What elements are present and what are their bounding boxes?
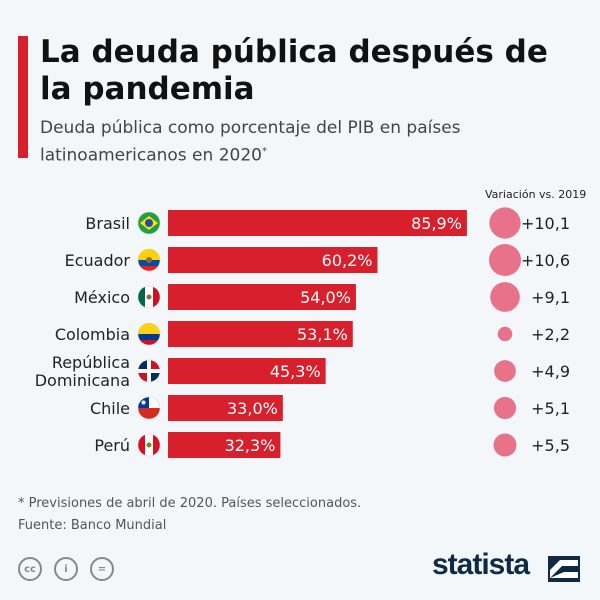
colombia-flag-icon bbox=[137, 322, 161, 346]
accent-bar bbox=[18, 36, 28, 158]
source: Fuente: Banco Mundial bbox=[18, 518, 167, 533]
flag-part bbox=[138, 323, 160, 334]
mexico-flag-icon bbox=[137, 285, 161, 309]
flag-part bbox=[138, 249, 160, 260]
category-label: Colombia bbox=[55, 325, 130, 344]
dominican-republic-flag-icon bbox=[137, 359, 161, 383]
bar-value-label: 60,2% bbox=[322, 251, 373, 270]
brazil-flag-icon bbox=[137, 211, 161, 235]
flag-part bbox=[138, 371, 149, 382]
bar bbox=[168, 284, 356, 310]
category-label: Brasil bbox=[85, 214, 130, 233]
statista-logo[interactable]: statista bbox=[432, 548, 530, 581]
subtitle-text: Deuda pública como porcentaje del PIB en… bbox=[40, 118, 461, 166]
bar-value-label: 33,0% bbox=[227, 399, 278, 418]
chart-title: La deuda pública después de la pandemia bbox=[40, 34, 548, 107]
flag-part bbox=[138, 334, 160, 340]
flag-part bbox=[149, 371, 160, 382]
flag-part bbox=[138, 286, 145, 308]
flag-part bbox=[138, 408, 160, 419]
variation-label: +9,1 bbox=[531, 288, 570, 307]
bar-value-label: 85,9% bbox=[411, 214, 462, 233]
cc-nd-icon[interactable]: = bbox=[90, 557, 114, 581]
category-label: Perú bbox=[94, 436, 130, 455]
flag-part bbox=[138, 266, 160, 271]
variation-bubble bbox=[489, 207, 521, 239]
category-label: Ecuador bbox=[65, 251, 131, 270]
chart-subtitle: Deuda pública como porcentaje del PIB en… bbox=[40, 117, 580, 168]
variation-label: +4,9 bbox=[531, 362, 570, 381]
flag-part bbox=[138, 340, 160, 345]
bar-value-label: 45,3% bbox=[270, 362, 321, 381]
bar bbox=[168, 432, 281, 458]
flag-part bbox=[149, 360, 160, 371]
bar-value-label: 54,0% bbox=[300, 288, 351, 307]
variation-bubble bbox=[497, 326, 513, 342]
variation-label: +5,5 bbox=[531, 436, 570, 455]
category-label: Dominicana bbox=[35, 371, 130, 390]
flag-part bbox=[153, 286, 160, 308]
bar-value-label: 32,3% bbox=[225, 436, 276, 455]
variation-label: +2,2 bbox=[531, 325, 570, 344]
variation-bubble bbox=[493, 396, 517, 420]
variation-bubble bbox=[494, 360, 516, 382]
variation-bubble bbox=[490, 282, 520, 312]
variation-label: +5,1 bbox=[531, 399, 570, 418]
bar bbox=[168, 395, 283, 421]
ecuador-flag-icon bbox=[137, 248, 161, 272]
peru-flag-icon bbox=[137, 433, 161, 457]
flag-part bbox=[141, 400, 146, 405]
cc-license-icon[interactable]: cc bbox=[18, 557, 42, 581]
flag-part bbox=[146, 442, 152, 448]
bar bbox=[168, 247, 378, 273]
flag-part bbox=[146, 294, 152, 300]
category-label: República bbox=[52, 353, 130, 372]
category-label: Chile bbox=[90, 399, 130, 418]
flag-part bbox=[153, 434, 160, 456]
variation-label: +10,1 bbox=[521, 214, 570, 233]
cc-by-icon[interactable]: i bbox=[54, 557, 78, 581]
variation-bubble bbox=[493, 433, 517, 457]
bar bbox=[168, 321, 353, 347]
flag-part bbox=[146, 257, 152, 263]
flag-part bbox=[138, 360, 149, 371]
bar-value-label: 53,1% bbox=[297, 325, 348, 344]
subtitle-footnote-mark: * bbox=[261, 146, 267, 157]
bar bbox=[168, 358, 326, 384]
flag-part bbox=[145, 219, 153, 227]
category-label: México bbox=[74, 288, 130, 307]
flag-part bbox=[138, 369, 160, 373]
flag-part bbox=[138, 434, 145, 456]
footnote: * Previsiones de abril de 2020. Países s… bbox=[18, 496, 362, 511]
variation-label: +10,6 bbox=[521, 251, 570, 270]
statista-logo-mark-icon bbox=[548, 556, 580, 582]
bar bbox=[168, 210, 467, 236]
chile-flag-icon bbox=[137, 396, 161, 420]
variation-bubble bbox=[489, 244, 521, 276]
variation-header: Variación vs. 2019 bbox=[485, 188, 587, 201]
